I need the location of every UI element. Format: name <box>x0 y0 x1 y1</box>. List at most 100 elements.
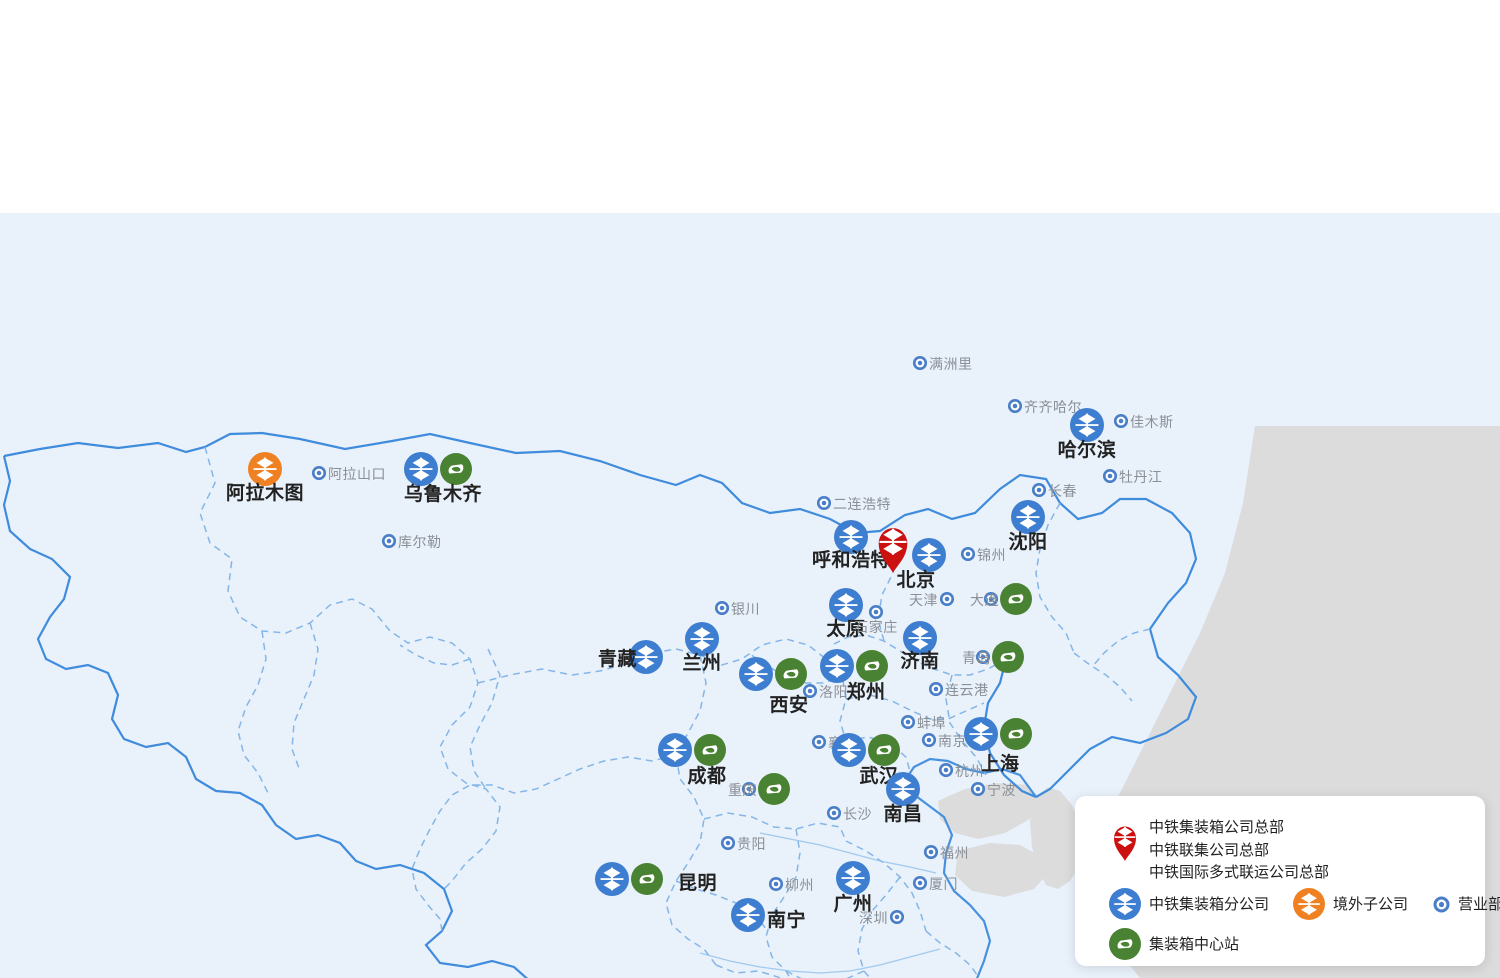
legend-row-branch: 中铁集装箱分公司 境外子公司 <box>1101 888 1500 920</box>
city-label-南京: 南京 <box>938 734 967 750</box>
marker-branch-济南[interactable] <box>903 621 937 659</box>
marker-office-柳州[interactable] <box>768 876 784 896</box>
city-label-阿拉山口: 阿拉山口 <box>328 467 386 483</box>
marker-branch-呼和浩特[interactable] <box>834 520 868 558</box>
city-label-重庆: 重庆 <box>728 783 757 799</box>
city-label-牡丹江: 牡丹江 <box>1119 470 1163 486</box>
marker-center-station-武汉[interactable] <box>868 734 900 770</box>
marker-center-station-成都[interactable] <box>694 734 726 770</box>
city-label-宁波: 宁波 <box>987 783 1016 799</box>
marker-office-齐齐哈尔[interactable] <box>1007 398 1023 418</box>
city-label-石家庄: 石家庄 <box>854 620 898 636</box>
marker-office-银川[interactable] <box>714 600 730 620</box>
city-label-乌鲁木齐: 乌鲁木齐 <box>403 483 483 505</box>
blue-ring-dot-icon <box>1424 896 1458 913</box>
city-label-洛阳: 洛阳 <box>819 685 848 701</box>
marker-center-station-上海[interactable] <box>1000 718 1032 754</box>
legend-hq-line-2: 中铁联集公司总部 <box>1149 840 1270 859</box>
marker-office-牡丹江[interactable] <box>1102 468 1118 488</box>
marker-branch-兰州[interactable] <box>685 622 719 660</box>
city-label-满洲里: 满洲里 <box>929 357 973 373</box>
marker-office-杭州[interactable] <box>938 762 954 782</box>
marker-office-连云港[interactable] <box>928 681 944 701</box>
marker-branch-广州[interactable] <box>836 861 870 899</box>
marker-branch-哈尔滨[interactable] <box>1070 408 1104 446</box>
marker-branch-南昌[interactable] <box>886 772 920 810</box>
red-pin-icon <box>1101 816 1149 862</box>
marker-branch-西安[interactable] <box>739 657 773 695</box>
city-label-南昌: 南昌 <box>883 803 923 825</box>
marker-office-蚌埠[interactable] <box>900 714 916 734</box>
city-label-蚌埠: 蚌埠 <box>917 716 946 732</box>
city-label-广州: 广州 <box>833 893 873 915</box>
city-label-杭州: 杭州 <box>955 764 984 780</box>
marker-branch-南宁[interactable] <box>731 898 765 936</box>
legend-center-label: 集装箱中心站 <box>1149 934 1240 953</box>
city-label-沈阳: 沈阳 <box>1008 531 1048 553</box>
marker-branch-太原[interactable] <box>829 588 863 626</box>
marker-office-贵阳[interactable] <box>720 835 736 855</box>
city-label-二连浩特: 二连浩特 <box>833 497 891 513</box>
marker-center-station-西安[interactable] <box>775 658 807 694</box>
city-label-北京: 北京 <box>896 569 936 591</box>
marker-office-青岛[interactable] <box>975 649 991 669</box>
marker-branch-武汉[interactable] <box>832 733 866 771</box>
city-label-库尔勒: 库尔勒 <box>398 535 442 551</box>
marker-office-石家庄[interactable] <box>868 604 884 624</box>
marker-branch-郑州[interactable] <box>820 649 854 687</box>
marker-branch-北京[interactable] <box>912 538 946 576</box>
marker-branch-昆明[interactable] <box>595 862 629 900</box>
marker-office-满洲里[interactable] <box>912 355 928 375</box>
marker-office-天津[interactable] <box>939 591 955 611</box>
marker-office-阿拉山口[interactable] <box>311 465 327 485</box>
city-label-齐齐哈尔: 齐齐哈尔 <box>1024 400 1082 416</box>
marker-office-厦门[interactable] <box>912 875 928 895</box>
legend-hq-line-1: 中铁集装箱公司总部 <box>1149 818 1285 836</box>
city-label-青藏: 青藏 <box>597 648 637 670</box>
city-label-锦州: 锦州 <box>977 548 1006 564</box>
city-label-南宁: 南宁 <box>767 909 807 931</box>
marker-overseas-阿拉木图[interactable] <box>248 452 282 490</box>
marker-branch-沈阳[interactable] <box>1011 500 1045 538</box>
city-label-银川: 银川 <box>731 602 760 618</box>
marker-office-福州[interactable] <box>923 844 939 864</box>
marker-office-宁波[interactable] <box>970 781 986 801</box>
marker-office-襄阳[interactable] <box>811 734 827 754</box>
city-label-太原: 太原 <box>826 618 866 640</box>
marker-office-长沙[interactable] <box>826 805 842 825</box>
marker-branch-乌鲁木齐[interactable] <box>404 452 438 490</box>
marker-office-锦州[interactable] <box>960 546 976 566</box>
marker-center-station-重庆[interactable] <box>757 773 790 809</box>
marker-office-南京[interactable] <box>921 732 937 752</box>
marker-headquarters-pin[interactable] <box>873 522 913 578</box>
marker-office-库尔勒[interactable] <box>381 533 397 553</box>
marker-office-大连[interactable] <box>983 591 999 611</box>
marker-office-重庆[interactable] <box>741 781 757 801</box>
marker-office-佳木斯[interactable] <box>1113 413 1129 433</box>
city-label-青岛: 青岛 <box>962 651 991 667</box>
city-label-深圳: 深圳 <box>859 911 888 927</box>
city-label-天津: 天津 <box>909 593 938 609</box>
map-legend: 中铁集装箱公司总部 中铁联集公司总部 中铁国际多式联运公司总部 <box>1075 796 1500 966</box>
marker-center-station-大连[interactable] <box>999 583 1032 619</box>
city-label-上海: 上海 <box>980 753 1020 775</box>
city-label-成都: 成都 <box>687 765 727 787</box>
city-label-昆明: 昆明 <box>678 872 718 894</box>
marker-branch-成都[interactable] <box>658 733 692 771</box>
marker-office-长春[interactable] <box>1031 482 1047 502</box>
marker-center-station-青岛[interactable] <box>991 641 1024 677</box>
marker-office-二连浩特[interactable] <box>816 495 832 515</box>
marker-office-洛阳[interactable] <box>802 683 818 703</box>
marker-branch-上海[interactable] <box>964 717 998 755</box>
city-label-呼和浩特: 呼和浩特 <box>811 549 891 571</box>
city-label-连云港: 连云港 <box>945 683 989 699</box>
marker-branch-青藏[interactable] <box>629 640 663 678</box>
marker-center-station-郑州[interactable] <box>856 650 888 686</box>
city-label-长沙: 长沙 <box>843 807 872 823</box>
marker-center-station-昆明[interactable] <box>631 863 663 899</box>
city-label-西安: 西安 <box>769 694 809 716</box>
legend-hq-line-3: 中铁国际多式联运公司总部 <box>1149 863 1330 881</box>
marker-center-station-乌鲁木齐[interactable] <box>440 453 472 489</box>
marker-office-深圳[interactable] <box>889 909 905 929</box>
